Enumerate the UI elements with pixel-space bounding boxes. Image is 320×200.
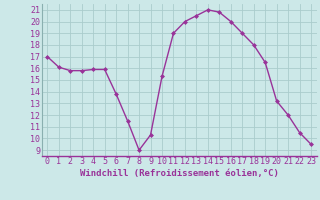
X-axis label: Windchill (Refroidissement éolien,°C): Windchill (Refroidissement éolien,°C) [80, 169, 279, 178]
